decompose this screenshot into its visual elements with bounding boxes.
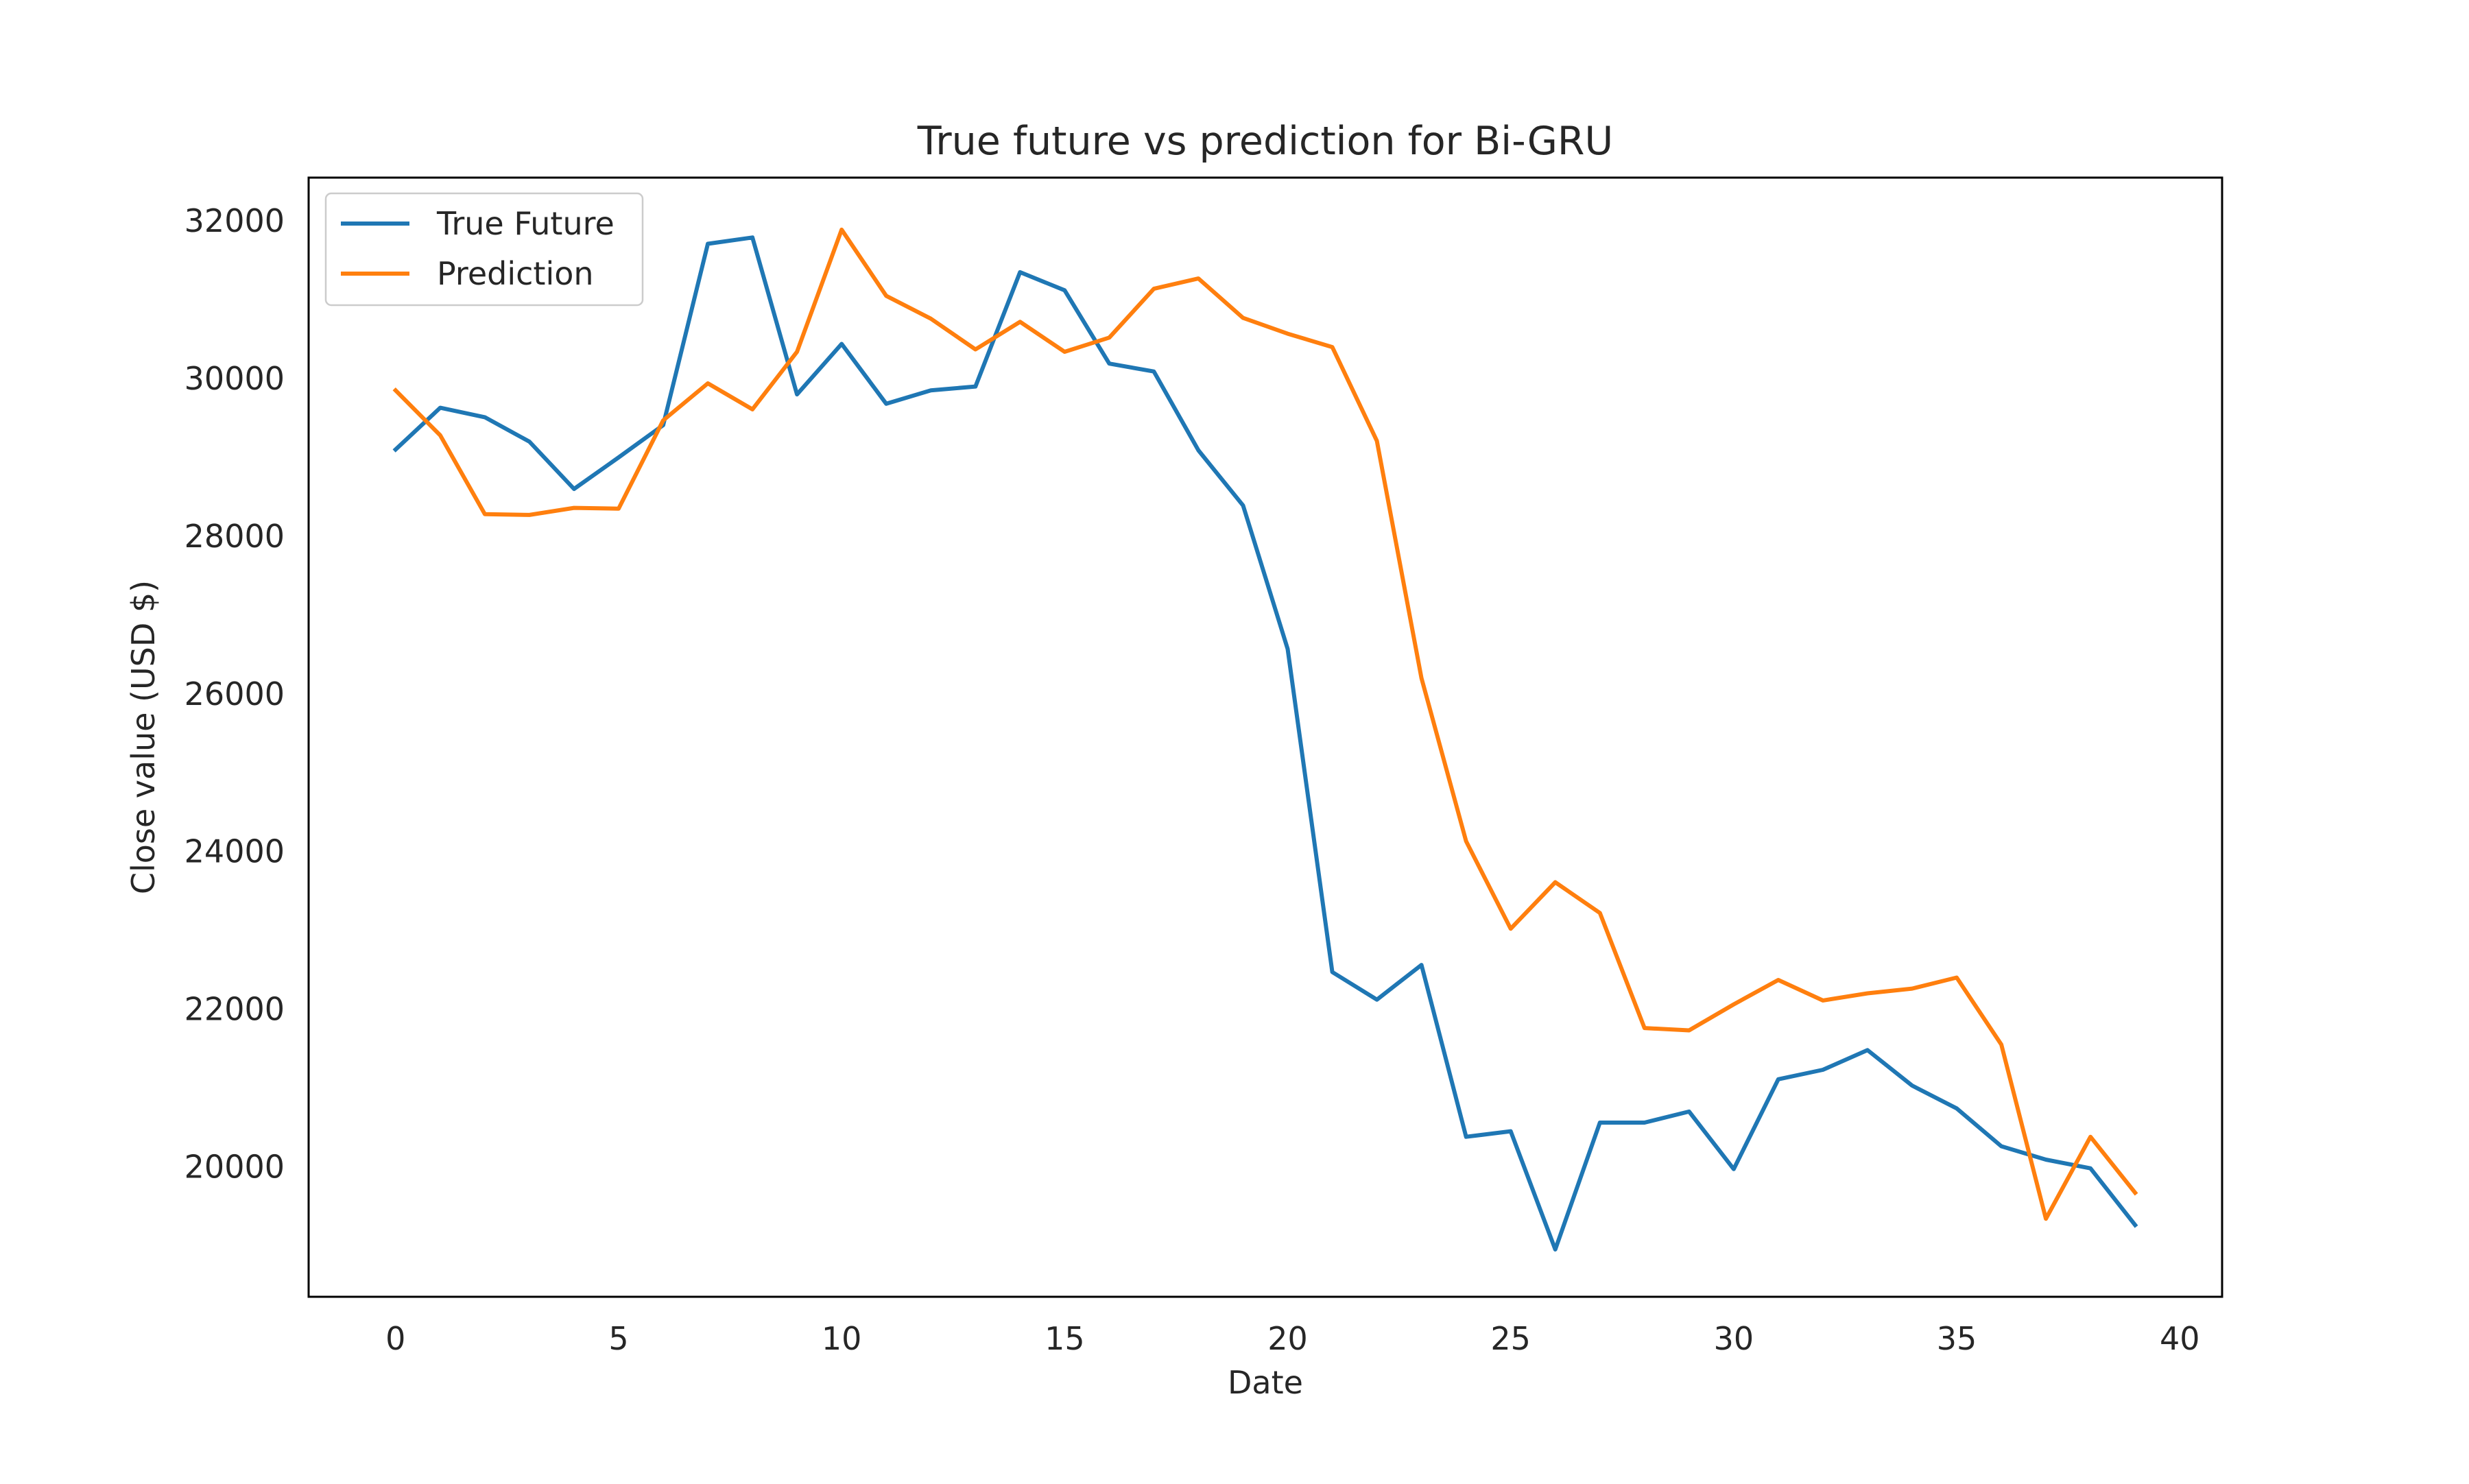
x-axis-label: Date — [1228, 1364, 1303, 1401]
y-tick-label: 22000 — [184, 991, 285, 1028]
axes-layer: 0 5 10 15 20 25 30 35 40 20000 22000 24000 26000 280… — [125, 119, 2223, 1401]
chart-title: True future vs prediction for Bi-GRU — [917, 119, 1613, 164]
x-tick-label: 5 — [608, 1320, 628, 1357]
legend: True Future Prediction — [324, 192, 644, 307]
x-tick-labels: 0 5 10 15 20 25 30 35 40 — [385, 1320, 2199, 1357]
series-line-prediction — [392, 227, 2138, 1221]
plot-frame — [307, 176, 2223, 1298]
x-tick-label: 30 — [1714, 1320, 1754, 1357]
x-tick-label: 0 — [385, 1320, 405, 1357]
y-tick-label: 28000 — [184, 518, 285, 555]
plot-layer — [392, 227, 2138, 1252]
y-tick-label: 20000 — [184, 1148, 285, 1185]
legend-label-prediction: Prediction — [437, 255, 594, 292]
x-tick-label: 20 — [1267, 1320, 1308, 1357]
legend-box — [324, 192, 644, 307]
legend-label-true-future: True Future — [436, 205, 615, 242]
y-tick-label: 32000 — [184, 202, 285, 239]
x-tick-label: 35 — [1937, 1320, 1977, 1357]
y-tick-labels: 20000 22000 24000 26000 28000 30000 32000 — [184, 202, 285, 1185]
x-tick-label: 40 — [2160, 1320, 2200, 1357]
series-line-true-future — [392, 235, 2138, 1252]
y-tick-label: 30000 — [184, 360, 285, 397]
y-tick-label: 24000 — [184, 833, 285, 870]
x-tick-label: 10 — [822, 1320, 862, 1357]
y-axis-label: Close value (USD $) — [125, 580, 162, 894]
x-tick-label: 15 — [1045, 1320, 1085, 1357]
y-tick-label: 26000 — [184, 675, 285, 713]
x-tick-label: 25 — [1490, 1320, 1531, 1357]
